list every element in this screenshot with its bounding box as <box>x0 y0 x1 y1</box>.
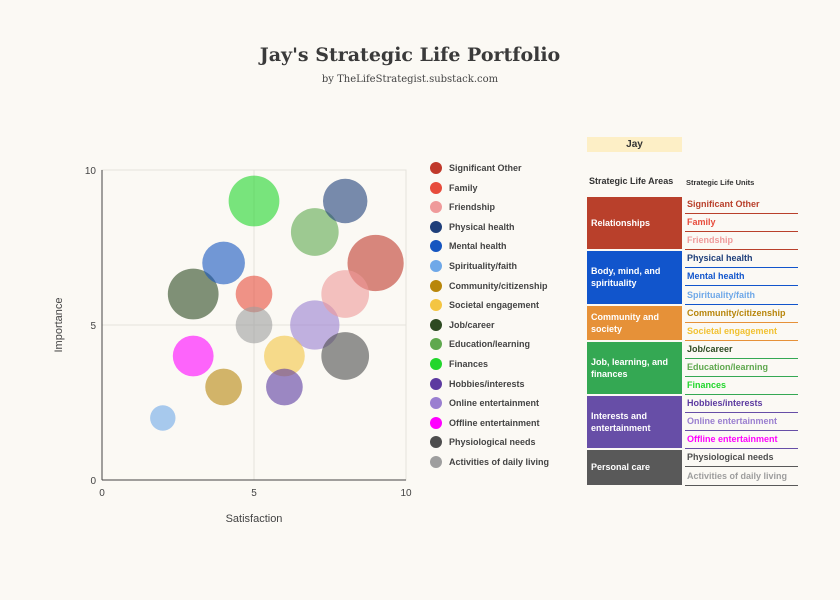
life-unit-cell: Physiological needs <box>685 450 798 468</box>
legend-label: Job/career <box>449 319 495 330</box>
legend-item: Job/career <box>430 317 495 333</box>
life-area-cell: Job, learning, and finances <box>587 341 682 395</box>
legend-label: Family <box>449 182 478 193</box>
bubble-offline-entertainment <box>172 335 214 377</box>
legend-swatch <box>430 456 442 468</box>
legend-swatch <box>430 162 442 174</box>
legend-item: Spirituality/faith <box>430 258 517 274</box>
legend-label: Societal engagement <box>449 300 540 311</box>
legend-label: Mental health <box>449 241 507 252</box>
legend-swatch <box>430 416 442 429</box>
life-area-cell: Community and society <box>587 305 682 340</box>
bubble-online-entertainment <box>290 300 340 350</box>
y-tick-label: 0 <box>90 476 96 487</box>
x-tick-label: 10 <box>400 488 412 499</box>
bubble-friendship <box>321 270 370 318</box>
y-tick-label: 5 <box>90 321 96 332</box>
legend-swatch <box>430 201 442 214</box>
areas-header: Strategic Life Areas <box>589 176 674 186</box>
x-tick-label: 0 <box>99 488 105 499</box>
bubble-family <box>235 275 273 313</box>
life-unit-cell: Mental health <box>685 269 798 287</box>
life-unit-cell: Education/learning <box>685 360 798 377</box>
legend-label: Hobbies/interests <box>449 378 525 389</box>
bubble-activities-of-daily-living <box>235 306 273 344</box>
legend-swatch <box>430 299 442 312</box>
life-unit-cell: Job/career <box>685 342 798 359</box>
y-axis-label: Importance <box>53 297 65 352</box>
legend-item: Hobbies/interests <box>430 376 525 392</box>
chart-title: Jay's Strategic Life Portfolio <box>259 44 561 66</box>
life-unit-cell: Online entertainment <box>685 414 798 432</box>
life-unit-cell: Hobbies/interests <box>685 396 798 414</box>
bubble-physical-health <box>322 178 368 224</box>
legend-item: Education/learning <box>430 336 530 352</box>
life-unit-cell: Significant Other <box>685 197 798 214</box>
life-unit-cell: Spirituality/faith <box>685 288 798 305</box>
legend-item: Significant Other <box>430 160 522 176</box>
chart-subtitle: by TheLifeStrategist.substack.com <box>321 74 499 85</box>
legend-label: Offline entertainment <box>449 417 540 428</box>
legend-label: Significant Other <box>449 163 522 173</box>
life-area-cell: Personal care <box>587 450 682 485</box>
legend-swatch <box>430 358 442 370</box>
bubble-education-learning <box>290 208 339 256</box>
y-tick-label: 10 <box>85 166 97 177</box>
legend-item: Community/citizenship <box>430 278 548 294</box>
life-unit-cell: Community/citizenship <box>685 306 798 323</box>
legend-label: Activities of daily living <box>449 457 550 467</box>
legend-label: Community/citizenship <box>449 280 548 291</box>
bubble-mental-health <box>202 241 245 285</box>
life-unit-cell: Societal engagement <box>685 324 798 341</box>
bubble-finances <box>228 175 280 227</box>
legend-item: Activities of daily living <box>430 454 549 470</box>
legend-label: Physical health <box>449 221 515 232</box>
legend-label: Finances <box>449 359 489 369</box>
life-unit-cell: Activities of daily living <box>685 469 798 486</box>
legend-item: Family <box>430 180 478 196</box>
life-area-cell: Relationships <box>587 197 682 250</box>
legend-label: Online entertainment <box>449 398 540 409</box>
legend-item: Physical health <box>430 219 515 235</box>
legend-swatch <box>430 220 442 233</box>
legend-item: Friendship <box>430 199 495 215</box>
legend-swatch <box>430 279 442 292</box>
x-tick-label: 5 <box>251 488 257 499</box>
life-unit-cell: Family <box>685 215 798 233</box>
bubble-societal-engagement <box>264 335 305 377</box>
bubble-spirituality-faith <box>150 405 176 431</box>
legend-item: Physiological needs <box>430 434 536 450</box>
legend-label: Spirituality/faith <box>449 261 518 271</box>
legend-swatch <box>430 397 442 410</box>
life-unit-cell: Finances <box>685 378 798 395</box>
legend-item: Online entertainment <box>430 395 539 411</box>
legend-item: Societal engagement <box>430 297 539 313</box>
legend-item: Offline entertainment <box>430 415 540 431</box>
legend-swatch <box>430 377 442 390</box>
legend-swatch <box>430 436 442 449</box>
legend-item: Mental health <box>430 238 507 254</box>
legend-swatch <box>430 338 442 351</box>
bubble-physiological-needs <box>321 332 370 380</box>
bubble-community-citizenship <box>205 368 242 406</box>
life-unit-cell: Physical health <box>685 251 798 269</box>
legend-swatch <box>430 318 442 331</box>
life-area-cell: Body, mind, and spirituality <box>587 251 682 304</box>
bubble-job-career <box>167 268 219 320</box>
legend-swatch <box>430 181 442 194</box>
life-unit-cell: Offline entertainment <box>685 432 798 450</box>
x-axis-label: Satisfaction <box>226 513 283 525</box>
units-header: Strategic Life Units <box>686 178 755 187</box>
legend-swatch <box>430 260 442 272</box>
legend-item: Finances <box>430 356 488 372</box>
life-unit-cell: Friendship <box>685 233 798 251</box>
life-area-cell: Interests and entertainment <box>587 396 682 449</box>
bubble-hobbies-interests <box>266 368 303 406</box>
legend-swatch <box>430 240 442 253</box>
person-header: Jay <box>587 137 682 152</box>
legend-label: Friendship <box>449 202 496 213</box>
legend-label: Education/learning <box>449 339 531 350</box>
legend-label: Physiological needs <box>449 437 536 448</box>
